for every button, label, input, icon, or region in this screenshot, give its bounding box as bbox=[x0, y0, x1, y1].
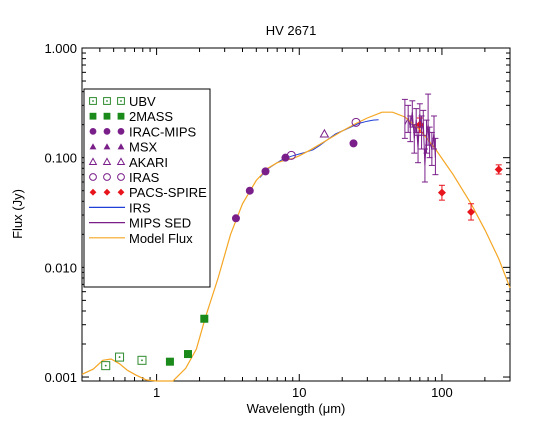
legend: UBV2MASSIRAC-MIPSMSXAKARIIRASPACS-SPIREI… bbox=[83, 88, 211, 288]
irac-mips-point bbox=[245, 186, 254, 195]
2mass-point bbox=[200, 314, 209, 323]
axis-ticks bbox=[81, 47, 511, 381]
legend-pacs-spire-marker bbox=[89, 188, 97, 196]
plot-area: 1 10 100 0.001 0.010 0.100 1.000 bbox=[44, 41, 511, 400]
plot-frame bbox=[81, 47, 511, 382]
legend-irac-mips-marker bbox=[117, 127, 125, 135]
ubv-point-dot bbox=[118, 356, 121, 358]
legend-akari-label: AKARI bbox=[129, 155, 168, 170]
ubv-point bbox=[137, 355, 147, 365]
irs-line bbox=[259, 119, 379, 178]
legend-model-flux-label: Model Flux bbox=[129, 231, 193, 246]
legend-ubv-marker-dot bbox=[120, 100, 122, 102]
legend-2mass-marker bbox=[103, 112, 111, 120]
legend-pacs-spire-label: PACS-SPIRE bbox=[129, 185, 207, 200]
irac-mips-point bbox=[231, 214, 240, 223]
y-tick-label: 0.001 bbox=[44, 370, 77, 385]
2mass-point bbox=[183, 350, 192, 359]
legend-ubv-marker bbox=[103, 97, 111, 105]
legend-irac-mips-label: IRAC-MIPS bbox=[129, 124, 197, 139]
y-tick-label: 0.100 bbox=[44, 151, 77, 166]
legend-ubv-marker bbox=[89, 97, 97, 105]
ubv-point bbox=[115, 352, 125, 362]
y-tick-label: 1.000 bbox=[44, 41, 77, 56]
irac-mips-point bbox=[261, 167, 270, 176]
ubv-point-dot bbox=[141, 359, 143, 362]
legend-ubv-marker bbox=[117, 97, 125, 105]
legend-msx-label: MSX bbox=[129, 140, 158, 155]
legend-irs-label: IRS bbox=[129, 200, 151, 215]
x-tick-label: 100 bbox=[431, 385, 453, 400]
y-axis-label: Flux (Jy) bbox=[10, 189, 25, 239]
legend-iras-marker bbox=[103, 173, 111, 181]
legend-irac-mips-marker bbox=[103, 127, 111, 135]
legend-2mass-marker bbox=[89, 112, 97, 120]
legend-pacs-spire-marker bbox=[117, 188, 125, 196]
iras-point bbox=[351, 117, 361, 127]
legend-msx-marker bbox=[89, 143, 97, 150]
legend-box bbox=[83, 88, 211, 288]
pacs-spire-point bbox=[467, 207, 476, 216]
legend-iras-label: IRAS bbox=[129, 170, 160, 185]
iras-point bbox=[286, 150, 296, 160]
y-tick-label: 0.010 bbox=[44, 260, 77, 275]
2mass-point bbox=[165, 357, 174, 366]
pacs-spire-point bbox=[437, 188, 446, 197]
x-axis-label: Wavelength (μm) bbox=[247, 401, 346, 416]
legend-akari-marker bbox=[102, 157, 112, 166]
legend-ubv-marker-dot bbox=[92, 100, 94, 102]
pacs-spire-point bbox=[494, 165, 503, 174]
x-tick-label: 10 bbox=[292, 385, 306, 400]
legend-iras-marker bbox=[117, 173, 125, 181]
irac-mips-point bbox=[349, 139, 358, 148]
legend-ubv-label: UBV bbox=[129, 94, 156, 109]
legend-2mass-label: 2MASS bbox=[129, 109, 173, 124]
axis-tick-labels: 1 10 100 0.001 0.010 0.100 1.000 bbox=[44, 41, 452, 400]
legend-iras-marker bbox=[89, 173, 97, 181]
legend-msx-marker bbox=[117, 143, 125, 150]
ubv-point bbox=[101, 361, 111, 371]
legend-akari-marker bbox=[116, 157, 126, 166]
legend-2mass-marker bbox=[117, 112, 125, 120]
legend-pacs-spire-marker bbox=[103, 188, 111, 196]
legend-mips-sed-label: MIPS SED bbox=[129, 216, 191, 231]
akari-point bbox=[319, 128, 330, 138]
legend-msx-marker bbox=[103, 143, 111, 150]
legend-akari-marker bbox=[88, 157, 98, 166]
legend-ubv-marker-dot bbox=[106, 100, 108, 102]
chart-title: HV 2671 bbox=[266, 23, 317, 38]
series-markers bbox=[101, 93, 503, 371]
legend-irac-mips-marker bbox=[89, 127, 97, 135]
ubv-point-dot bbox=[104, 364, 107, 367]
x-tick-label: 1 bbox=[153, 385, 160, 400]
